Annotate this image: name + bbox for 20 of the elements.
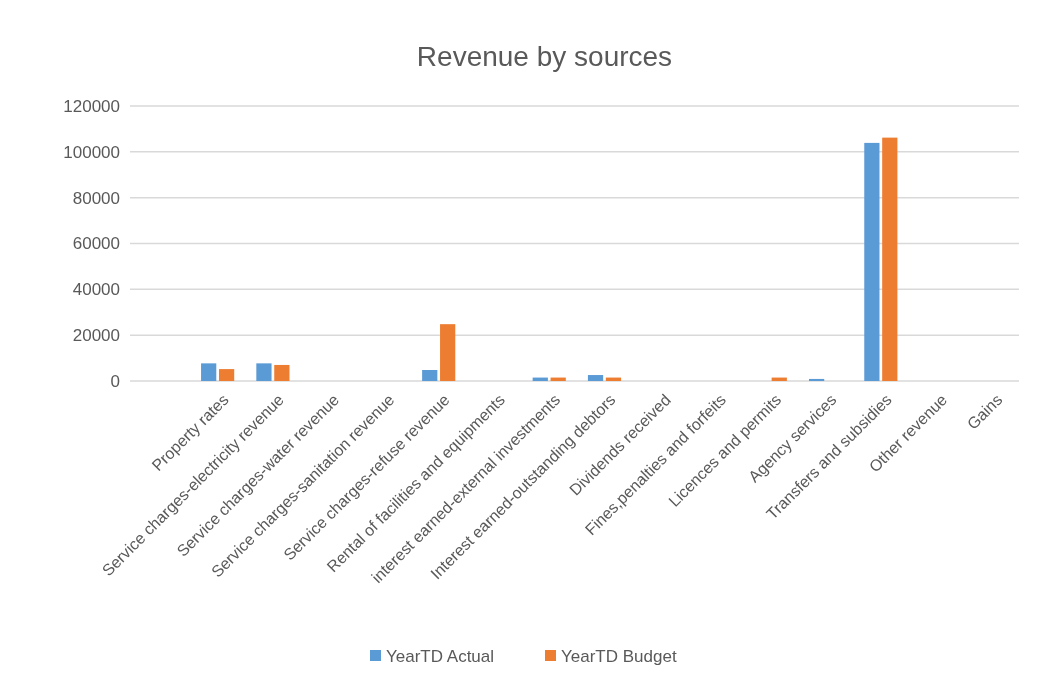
chart-title: Revenue by sources [416, 41, 673, 72]
bar [201, 363, 217, 381]
y-tick-label: 40000 [72, 280, 120, 300]
y-tick-label: 80000 [72, 188, 120, 208]
y-tick-label: 60000 [72, 234, 120, 254]
y-tick-label: 20000 [72, 326, 120, 346]
bar [440, 324, 456, 381]
bar [218, 369, 235, 381]
bar [422, 370, 438, 381]
y-tick-label: 120000 [63, 96, 120, 116]
bar [587, 375, 604, 381]
bar [864, 142, 880, 381]
bar [274, 364, 290, 381]
legend-label: YearTD Actual [386, 646, 495, 666]
bar [882, 137, 898, 381]
y-tick-label: 0 [110, 371, 120, 391]
legend-label: YearTD Budget [561, 646, 677, 666]
bar [808, 378, 825, 381]
bar [256, 363, 272, 381]
y-tick-label: 100000 [63, 142, 120, 162]
